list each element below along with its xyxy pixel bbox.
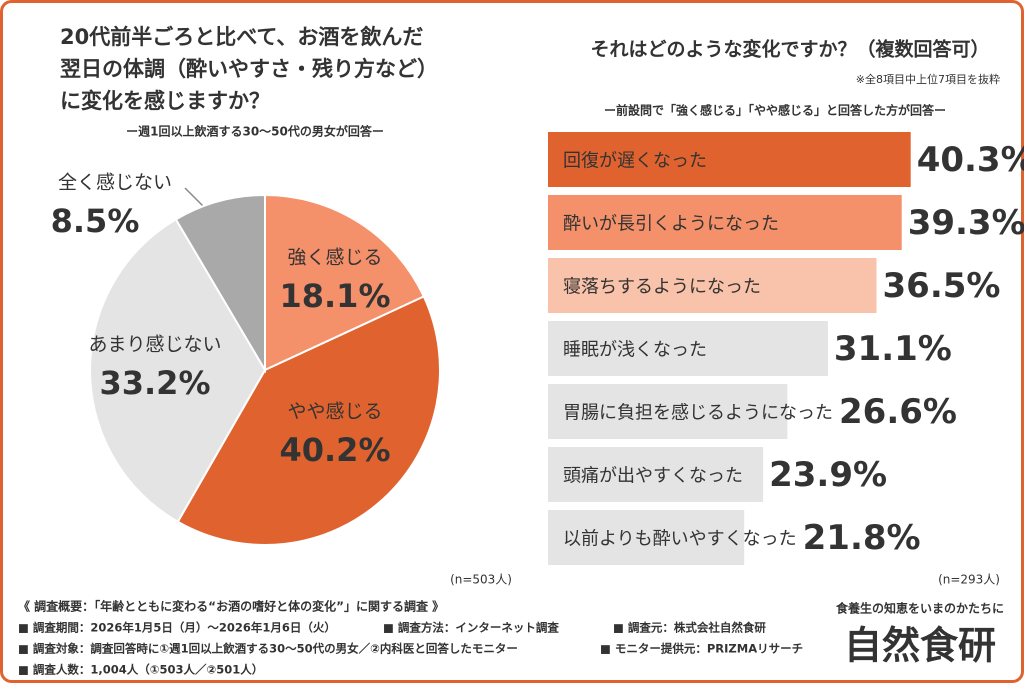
chart-title: に変化を感じますか？ [60,89,270,113]
chart-subtitle: ー前設問で「強く感じる」「やや感じる」と回答した方が回答ー [604,103,946,118]
chart-subtitle: ー週1回以上飲酒する30〜50代の男女が回答ー [126,124,384,139]
value-label: 36.5% [883,266,1001,306]
slice-label: あまり感じない [88,334,221,356]
pie-slice [264,193,426,372]
bar [548,510,745,565]
footer-heading: 《 調査概要：「年齢とともに変わる“お酒の嗜好と体の変化”」に関する調査 》 [18,599,444,614]
chart-title: 翌日の体調（酔いやすさ・残り方など） [60,57,438,81]
pie-slice [174,193,266,374]
bar [548,132,911,187]
slice-label: 全く感じない [58,172,172,194]
pie-slice [176,295,441,546]
brand-name: 自然食研 [844,624,996,668]
value-label: 26.6% [839,392,957,432]
value-label: 18.1% [279,277,390,315]
footer-item: ■ 調査期間：2026年1月5日（月）〜2026年1月6日（火） [18,621,336,635]
bar-label: 以前よりも酔いやすくなった [563,529,797,550]
value-label: 39.3% [908,203,1024,243]
footer-item: ■ 調査対象：調査回答時に①週1回以上飲酒する30〜50代の男女／②内科医と回答… [18,642,518,656]
footer-item: ■ 調査元：株式会社自然食研 [613,621,766,635]
bar-label: 胃腸に負担を感じるようになった [563,403,833,424]
slice-label: やや感じる [287,401,382,423]
value-label: 40.2% [279,431,390,469]
bar-label: 頭痛が出やすくなった [563,466,743,487]
bar-label: 回復が遅くなった [563,151,707,172]
bar [548,195,902,250]
footer-item: ■ 調査人数：1,004人（①503人／②501人） [18,663,263,677]
bar-label: 寝落ちするようになった [563,277,761,298]
slice-label: 強く感じる [287,247,382,269]
value-label: 21.8% [803,518,921,558]
value-label: 31.1% [834,329,952,369]
pie-slice [89,217,267,524]
brand-tagline: 食養生の知恵をいまのかたちに [835,601,1004,616]
sample-note: (n=293人) [938,573,1000,587]
bar [548,321,828,376]
value-label: 8.5% [51,202,140,240]
chart-title: 20代前半ごろと比べて、お酒を飲んだ [60,25,423,49]
chart-title: それはどのような変化ですか？（複数回答可） [590,38,989,61]
bar-label: 酔いが長引くようになった [563,214,779,235]
sample-note: (n=503人) [450,573,512,587]
footer-item: ■ 調査方法：インターネット調査 [383,621,559,635]
value-label: 23.9% [769,455,887,495]
value-label: 40.3% [917,140,1024,180]
bar [548,447,764,502]
footer-item: ■ モニター提供元：PRIZMAリサーチ [600,642,803,656]
bar [548,258,877,313]
value-label: 33.2% [99,364,210,402]
leader-line [184,187,206,209]
footnote: ※全8項目中上位7項目を抜粋 [856,72,1000,86]
bar-label: 睡眠が浅くなった [563,340,707,361]
bar [548,384,788,439]
